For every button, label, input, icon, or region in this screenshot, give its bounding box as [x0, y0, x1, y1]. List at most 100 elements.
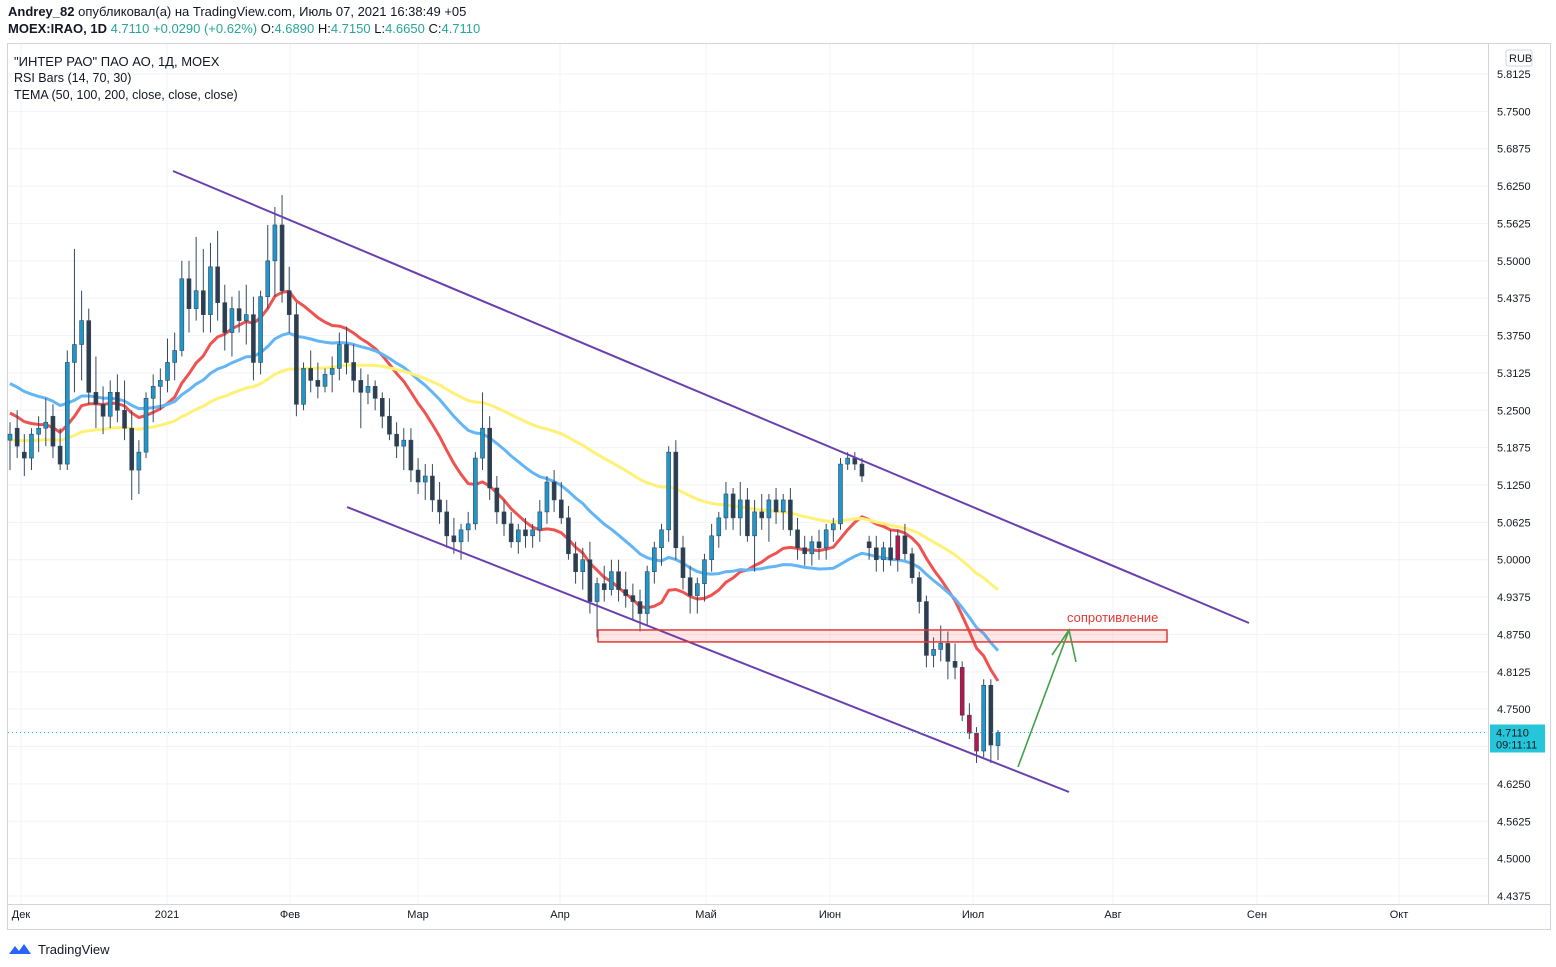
price-tick-label: 4.5000 — [1497, 854, 1531, 866]
candle — [881, 541, 886, 572]
candle — [208, 242, 213, 333]
candle-body — [22, 451, 27, 459]
candle — [659, 523, 664, 566]
candle — [57, 428, 63, 471]
candle — [788, 487, 793, 536]
last-price: 4.7110 — [110, 21, 150, 36]
candle — [430, 464, 435, 512]
candle-body — [530, 529, 535, 537]
candle — [709, 523, 714, 572]
candle — [451, 517, 457, 554]
author-name[interactable]: Andrey_82 — [8, 4, 75, 19]
candle-body — [723, 493, 729, 519]
candle — [780, 493, 786, 530]
candle-body — [501, 511, 507, 525]
time-tick-label: Июн — [819, 909, 841, 921]
time-tick-label: Мар — [407, 909, 429, 921]
candle-body — [172, 350, 177, 363]
candle-body — [415, 469, 421, 483]
candle — [172, 332, 177, 381]
candle-body — [93, 392, 99, 405]
candle — [852, 452, 858, 471]
price-tick-label: 4.7500 — [1497, 704, 1531, 716]
candle-body — [802, 547, 807, 555]
candle — [72, 248, 77, 393]
candle — [473, 452, 478, 530]
price-tick-label: 5.0000 — [1497, 555, 1531, 567]
candle — [14, 410, 20, 459]
candle-body — [601, 583, 607, 590]
candle-body — [143, 398, 149, 453]
candle — [36, 416, 41, 453]
candle-body — [952, 661, 958, 668]
candle-body — [222, 302, 228, 333]
candle — [236, 290, 242, 333]
price-tick-label: 5.2500 — [1497, 405, 1531, 417]
channel-lower-line — [346, 506, 1070, 793]
candle-body — [616, 571, 621, 590]
tema-100-line — [9, 331, 1000, 652]
candle — [286, 266, 292, 333]
candle — [158, 368, 163, 411]
tema-lines — [9, 289, 1000, 682]
candle-body — [487, 427, 492, 489]
candle-body — [100, 403, 106, 417]
candle-body — [408, 439, 414, 471]
candle — [902, 523, 908, 560]
price-tick-label: 4.4375 — [1497, 891, 1531, 903]
candle — [501, 499, 507, 536]
candle — [465, 511, 471, 542]
candle-body — [36, 427, 41, 435]
candle-body — [687, 577, 693, 596]
candle-body — [193, 290, 199, 309]
candle — [523, 517, 528, 548]
candle — [22, 434, 27, 477]
countdown-label: 09:11:11 — [1496, 739, 1537, 751]
candle-body — [358, 380, 364, 393]
time-tick-label: Дек — [12, 909, 31, 921]
candle-body — [931, 649, 936, 656]
candle — [136, 440, 142, 494]
currency-badge — [1505, 49, 1533, 67]
candle — [100, 386, 106, 435]
candle — [458, 523, 464, 560]
candle-body — [208, 266, 213, 315]
candle-body — [351, 362, 356, 381]
candle — [193, 236, 199, 321]
symbol: MOEX:IRAO, 1D — [8, 21, 107, 36]
price-tick-label: 4.5625 — [1497, 816, 1531, 828]
high-label: H: — [317, 21, 331, 36]
candle-body — [859, 463, 865, 477]
candle — [243, 284, 249, 345]
legend-tema[interactable]: TEMA (50, 100, 200, close, close, close) — [14, 88, 238, 102]
candle — [673, 440, 679, 560]
candle-body — [115, 392, 120, 411]
price-tick-label: 4.6250 — [1497, 779, 1531, 791]
candle-body — [401, 439, 407, 447]
candle-body — [544, 481, 550, 513]
candle-body — [86, 320, 92, 393]
candle-body — [795, 529, 800, 549]
candle — [365, 374, 371, 405]
candle-body — [43, 421, 49, 429]
candle — [337, 332, 342, 381]
tradingview-brand[interactable]: TradingView — [38, 941, 110, 957]
candle — [666, 446, 671, 542]
candle-body — [129, 427, 135, 471]
candle-body — [29, 433, 34, 459]
arrow-head — [1051, 628, 1077, 663]
candle — [737, 482, 743, 536]
candle-body — [379, 398, 385, 417]
candle — [408, 428, 414, 483]
candle-body — [322, 374, 328, 387]
price-axis: 5.8125 5.7500 5.6875 5.6250 5.5625 5.5000 5.43… — [1497, 49, 1533, 903]
legend-rsi[interactable]: RSI Bars (14, 70, 30) — [14, 71, 132, 85]
candle-body — [716, 517, 722, 537]
candle-body — [444, 511, 450, 537]
candle — [379, 392, 385, 429]
candle — [623, 571, 629, 608]
candle — [723, 482, 729, 530]
candle — [86, 308, 92, 405]
candle — [165, 338, 170, 393]
